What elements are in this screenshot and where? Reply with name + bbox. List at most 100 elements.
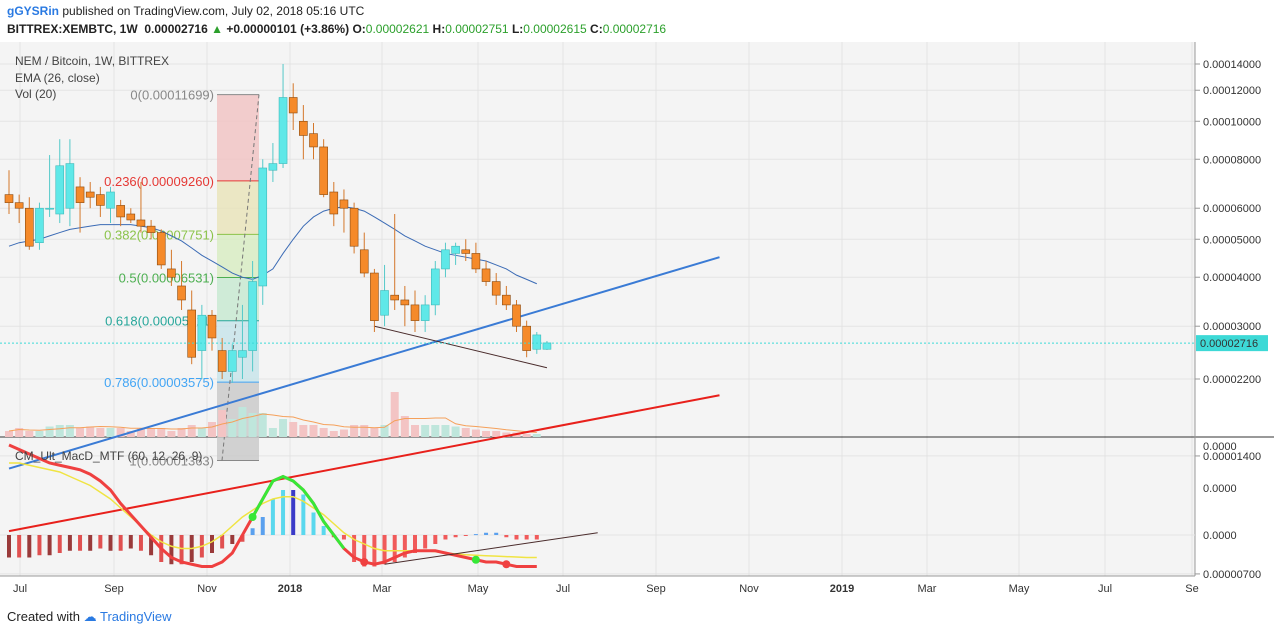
volume-bar — [25, 431, 34, 437]
volume-bar — [45, 426, 54, 437]
volume-bar — [177, 428, 186, 437]
macd-histogram-bar — [250, 528, 255, 535]
volume-bar — [522, 434, 531, 437]
time-tick-label: Jul — [13, 583, 27, 595]
volume-bar — [258, 413, 267, 437]
macd-histogram-bar — [88, 535, 93, 551]
volume-bar — [55, 425, 64, 437]
candle-body — [410, 304, 420, 321]
macd-histogram-bar — [463, 535, 468, 536]
macd-histogram-bar — [57, 535, 62, 553]
trendline-support-red — [8, 394, 720, 533]
author-name[interactable]: gGYSRin — [7, 4, 60, 18]
candle-body — [339, 199, 349, 209]
chart-canvas[interactable]: 0.00014000 0.00012000 0.00010000 0.00008000… — [0, 40, 1274, 600]
published-text: published on TradingView.com, July 02, 2… — [62, 4, 365, 18]
candle-body — [288, 97, 298, 114]
volume-bar — [360, 425, 369, 437]
macd-histogram-bar — [321, 526, 326, 535]
volume-bar — [431, 425, 440, 437]
candle-body — [238, 350, 247, 358]
candle-body — [55, 165, 65, 215]
macd-histogram-bar — [67, 535, 72, 551]
up-arrow-icon: ▲ — [211, 22, 223, 36]
macd-line-rising — [251, 474, 346, 550]
open-value: 0.00002621 — [365, 22, 430, 36]
volume-bar — [187, 425, 196, 437]
candle-body — [207, 314, 217, 339]
price-tick-label: 0.00014000 — [1203, 59, 1261, 71]
tradingview-link[interactable]: TradingView — [100, 609, 172, 624]
price-tick-label: 0.00000700 — [1203, 569, 1261, 581]
price-tick-label: 0.00005000 — [1203, 234, 1261, 246]
macd-histogram-bar — [220, 535, 225, 549]
candle-body — [217, 350, 227, 372]
candle-body — [126, 213, 136, 221]
macd-histogram-bar — [7, 535, 11, 558]
macd-histogram-bar — [392, 535, 397, 562]
macd-histogram-bar — [149, 535, 154, 556]
candle-body — [228, 350, 237, 372]
chart-title: NEM / Bitcoin, 1W, BITTREX — [15, 54, 169, 68]
volume-bar — [35, 431, 44, 437]
macd-tick-label: 0.0000 — [1203, 483, 1237, 495]
time-tick-label: Nov — [197, 583, 217, 595]
candle-body — [106, 191, 115, 209]
macd-histogram-bar — [534, 535, 539, 540]
time-tick-label: Jul — [556, 583, 570, 595]
fib-zone — [217, 234, 259, 278]
volume-bar — [238, 407, 247, 437]
volume-bar — [167, 431, 176, 437]
macd-histogram-bar — [17, 535, 22, 558]
price-tick-label: 0.00010000 — [1203, 116, 1261, 128]
footer: Created with ☁ TradingView — [7, 609, 172, 625]
macd-histogram-bar — [453, 535, 458, 538]
candle-body — [248, 281, 257, 351]
macd-histogram-bar — [433, 535, 438, 544]
candle-body — [441, 249, 450, 270]
macd-histogram-bar — [270, 499, 275, 535]
macd-histogram-bar — [47, 535, 52, 556]
time-tick-label: 2019 — [830, 583, 854, 595]
candle-body — [370, 272, 379, 321]
macd-histogram-bar — [352, 535, 357, 562]
volume-bar — [492, 431, 501, 437]
candle-body — [45, 207, 54, 210]
volume-bar — [116, 428, 125, 437]
macd-histogram-bar — [382, 535, 387, 565]
macd-cross-dot — [471, 555, 480, 564]
time-tick-label: Mar — [918, 583, 937, 595]
macd-cross-dot — [248, 513, 257, 521]
macd-histogram-bar — [179, 535, 184, 565]
volume-bar — [268, 428, 277, 437]
price-tick-label: 0.00012000 — [1203, 85, 1261, 97]
time-tick-label: 2018 — [278, 583, 302, 595]
volume-bar — [421, 425, 430, 437]
candle-body — [400, 299, 410, 306]
candle-body — [309, 133, 318, 148]
trendline-support-blue — [8, 256, 720, 470]
macd-histogram-bar — [484, 532, 489, 535]
candle-body — [96, 194, 105, 206]
candle-body — [4, 194, 14, 203]
volume-bar — [289, 422, 298, 437]
macd-histogram-bar — [301, 494, 306, 535]
macd-histogram-bar — [341, 535, 346, 540]
close-label: C: — [590, 22, 603, 36]
fib-zone — [217, 94, 259, 181]
macd-tick-label: 0.0000 — [1203, 530, 1237, 542]
volume-bar — [248, 413, 257, 437]
price-tick-label: 0.00002200 — [1203, 374, 1261, 386]
time-tick-label: Sep — [104, 583, 124, 595]
volume-bar — [126, 431, 135, 437]
macd-histogram-bar — [372, 535, 377, 567]
candle-body — [187, 309, 196, 358]
candle-body — [35, 207, 44, 243]
candle-body — [116, 205, 125, 218]
fib-level-label: 0.236(0.00009260) — [104, 174, 214, 189]
macd-histogram-bar — [504, 535, 509, 538]
fib-zone — [217, 180, 259, 235]
close-value: 0.00002716 — [602, 22, 667, 36]
macd-histogram-bar — [443, 535, 448, 540]
macd-histogram-bar — [78, 535, 83, 551]
